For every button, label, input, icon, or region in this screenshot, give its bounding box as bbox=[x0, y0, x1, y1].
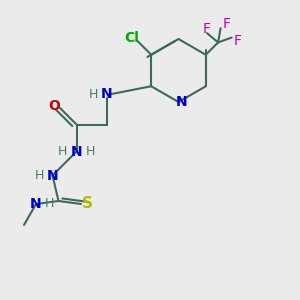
Text: F: F bbox=[223, 17, 231, 31]
Text: N: N bbox=[176, 95, 187, 109]
Text: S: S bbox=[82, 196, 92, 211]
Text: Cl: Cl bbox=[124, 31, 139, 45]
Text: H: H bbox=[86, 145, 96, 158]
Text: N: N bbox=[47, 169, 58, 182]
Text: F: F bbox=[203, 22, 211, 36]
Text: N: N bbox=[30, 197, 42, 211]
Text: H: H bbox=[45, 197, 54, 211]
Text: N: N bbox=[71, 145, 82, 158]
Text: O: O bbox=[49, 100, 61, 113]
Text: F: F bbox=[234, 34, 242, 47]
Text: H: H bbox=[88, 88, 98, 101]
Text: H: H bbox=[34, 169, 44, 182]
Text: H: H bbox=[57, 145, 67, 158]
Text: N: N bbox=[101, 88, 112, 101]
